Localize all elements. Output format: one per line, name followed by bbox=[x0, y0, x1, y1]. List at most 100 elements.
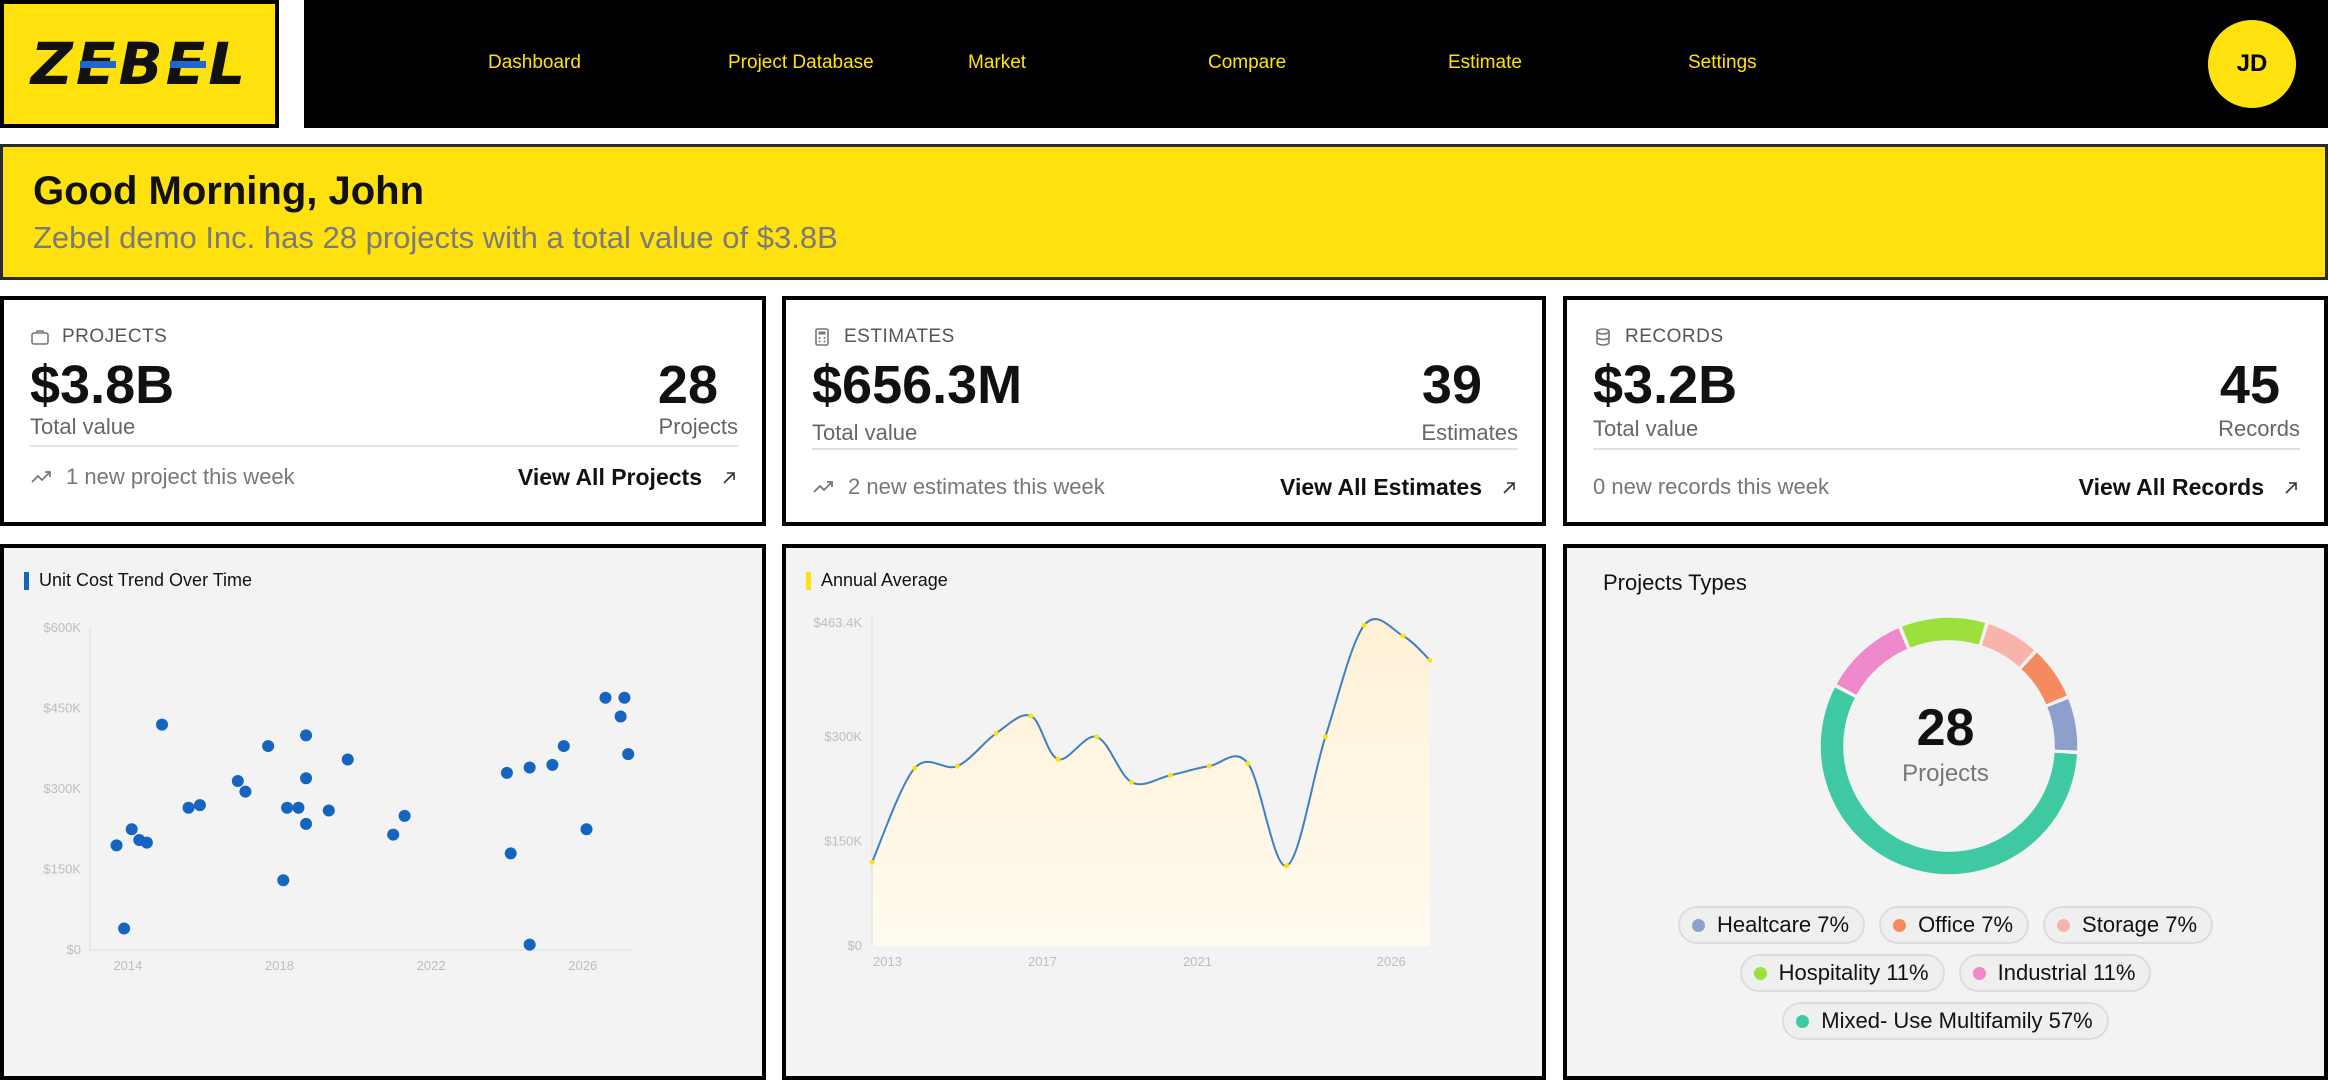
scatter-point bbox=[322, 804, 335, 817]
view-all-projects-link[interactable]: View All Projects bbox=[518, 464, 738, 491]
scatter-point bbox=[523, 938, 536, 951]
estimates-weekly-note: 2 new estimates this week bbox=[812, 474, 1105, 500]
projects-count: 28 bbox=[657, 355, 718, 415]
y-tick-label: $463.4K bbox=[814, 615, 863, 630]
title-marker bbox=[24, 571, 29, 590]
projects-total-value: $3.8B bbox=[30, 355, 175, 415]
scatter-point bbox=[125, 823, 138, 836]
x-tick-label: 2018 bbox=[265, 958, 294, 973]
records-card: RECORDS $3.2B Total value 45 Records 0 n… bbox=[1563, 296, 2328, 526]
greeting-banner: Good Morning, John Zebel demo Inc. has 2… bbox=[0, 144, 2328, 280]
nav-settings[interactable]: Settings bbox=[1688, 52, 1757, 73]
data-point bbox=[1206, 763, 1212, 769]
scatter-point bbox=[262, 740, 275, 753]
nav-compare[interactable]: Compare bbox=[1208, 52, 1287, 73]
divider bbox=[30, 445, 738, 447]
estimates-total-value: $656.3M bbox=[812, 355, 1023, 415]
unit-cost-trend-title: Unit Cost Trend Over Time bbox=[24, 570, 252, 591]
scatter-point bbox=[239, 785, 252, 798]
donut-slice bbox=[1981, 624, 2035, 668]
user-avatar[interactable]: JD bbox=[2208, 20, 2296, 108]
data-point bbox=[1427, 657, 1433, 663]
estimates-count: 39 bbox=[1421, 355, 1482, 415]
scatter-point bbox=[231, 774, 244, 787]
legend-dot bbox=[1753, 966, 1767, 980]
records-card-header: RECORDS bbox=[1593, 326, 1724, 348]
scatter-point bbox=[618, 691, 631, 704]
estimates-card: ESTIMATES $656.3M Total value 39 Estimat… bbox=[782, 296, 1546, 526]
x-tick-label: 2013 bbox=[873, 954, 902, 969]
scatter-point bbox=[622, 748, 635, 761]
scatter-point bbox=[300, 772, 313, 785]
donut-slice bbox=[1836, 628, 1908, 696]
external-arrow-icon bbox=[723, 471, 735, 484]
records-count-caption: Records bbox=[2218, 416, 2300, 441]
scatter-point bbox=[300, 729, 313, 742]
scatter-point bbox=[292, 801, 305, 814]
donut-center-caption: Projects bbox=[1902, 760, 1989, 787]
legend-row: Hospitality 11% Industrial 11% bbox=[1567, 954, 2324, 992]
estimates-value-caption: Total value bbox=[812, 420, 918, 445]
scatter-point bbox=[614, 710, 627, 723]
estimates-count-caption: Estimates bbox=[1421, 420, 1518, 445]
scatter-point bbox=[110, 839, 123, 852]
scatter-point bbox=[277, 874, 290, 887]
view-all-estimates-link[interactable]: View All Estimates bbox=[1280, 474, 1518, 501]
scatter-point bbox=[398, 809, 411, 822]
view-all-records-link[interactable]: View All Records bbox=[2079, 474, 2300, 501]
projects-count-caption: Projects bbox=[658, 414, 738, 439]
nav-estimate[interactable]: Estimate bbox=[1448, 52, 1522, 73]
legend-row: Mixed- Use Multifamily 57% bbox=[1567, 1002, 2324, 1040]
data-point bbox=[1094, 734, 1100, 740]
divider bbox=[1593, 448, 2300, 450]
x-tick-label: 2022 bbox=[417, 958, 446, 973]
legend-healthcare[interactable]: Healtcare 7% bbox=[1677, 906, 1866, 944]
y-tick-label: $0 bbox=[67, 942, 81, 957]
projects-card-header: PROJECTS bbox=[30, 326, 167, 348]
data-point bbox=[993, 730, 999, 736]
title-marker bbox=[806, 571, 811, 590]
data-point bbox=[1028, 713, 1034, 719]
records-count: 45 bbox=[2219, 355, 2280, 415]
scatter-point bbox=[182, 801, 195, 814]
x-tick-label: 2026 bbox=[568, 958, 597, 973]
estimates-card-header: ESTIMATES bbox=[812, 326, 955, 348]
scatter-point bbox=[387, 828, 400, 841]
data-point bbox=[1361, 622, 1367, 628]
data-point bbox=[1167, 772, 1173, 778]
project-types-donut-chart bbox=[1820, 617, 2078, 875]
calculator-icon bbox=[815, 328, 829, 346]
donut-slice bbox=[2021, 652, 2067, 705]
y-tick-label: $150K bbox=[824, 833, 862, 848]
logo[interactable]: ZEBEL bbox=[0, 0, 279, 128]
y-tick-label: $300K bbox=[43, 781, 81, 796]
legend-row: Healtcare 7% Office 7% Storage 7% bbox=[1567, 906, 2324, 944]
briefcase-icon bbox=[31, 330, 49, 345]
scatter-point bbox=[504, 847, 517, 860]
nav-market[interactable]: Market bbox=[968, 52, 1027, 73]
donut-slice bbox=[1901, 617, 1986, 648]
y-tick-label: $450K bbox=[43, 701, 81, 716]
legend-hospitality[interactable]: Hospitality 11% bbox=[1739, 954, 1945, 992]
legend-dot bbox=[1893, 918, 1907, 932]
legend-industrial[interactable]: Industrial 11% bbox=[1958, 954, 2152, 992]
legend-office[interactable]: Office 7% bbox=[1879, 906, 2030, 944]
donut-slice bbox=[1820, 687, 2077, 875]
data-point bbox=[1245, 760, 1251, 766]
data-point bbox=[912, 765, 918, 771]
y-tick-label: $0 bbox=[848, 938, 862, 953]
nav-project-database[interactable]: Project Database bbox=[728, 52, 874, 73]
project-types-title: Projects Types bbox=[1603, 570, 1747, 595]
scatter-point bbox=[580, 823, 593, 836]
legend-mixed-use-multifamily[interactable]: Mixed- Use Multifamily 57% bbox=[1782, 1002, 2109, 1040]
scatter-point bbox=[546, 758, 559, 771]
nav-dashboard[interactable]: Dashboard bbox=[488, 52, 581, 73]
project-types-card: Projects Types 28 Projects Healtcare 7% … bbox=[1563, 544, 2328, 1080]
donut-slice bbox=[2047, 698, 2078, 751]
legend-dot bbox=[1691, 918, 1705, 932]
scatter-point bbox=[523, 761, 536, 774]
data-point bbox=[1322, 734, 1328, 740]
scatter-point bbox=[156, 718, 169, 731]
legend-storage[interactable]: Storage 7% bbox=[2043, 906, 2214, 944]
annual-average-area-chart: $0 $150K $300K $463.4K 2013 2017 2021 2026 bbox=[814, 613, 1433, 969]
